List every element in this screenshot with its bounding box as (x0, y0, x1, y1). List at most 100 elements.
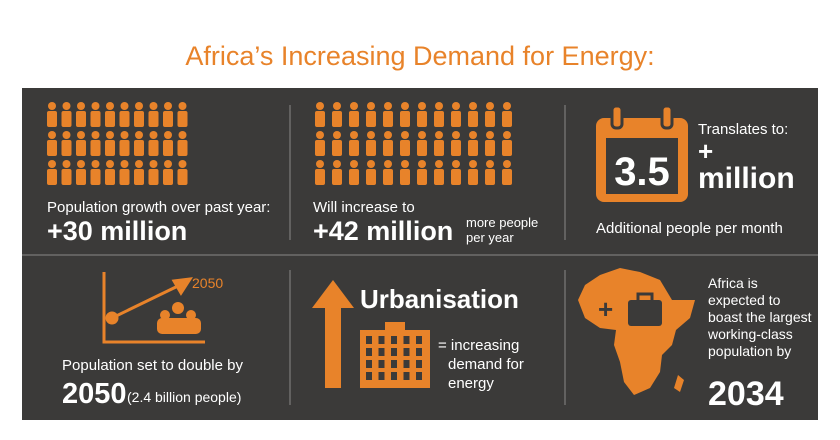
person-body (366, 169, 376, 185)
person-body (468, 169, 478, 185)
window (366, 360, 372, 368)
person-body (451, 111, 461, 127)
person-head (435, 131, 443, 139)
person-body (451, 140, 461, 156)
window (416, 360, 422, 368)
label: Population growth over past year: (47, 199, 270, 216)
person-head (91, 160, 100, 168)
value: +42 million (313, 216, 453, 246)
person-head (149, 160, 158, 168)
person-head (120, 160, 129, 168)
person-body (349, 111, 359, 127)
person-head (48, 160, 56, 168)
person-body (177, 140, 188, 156)
person-body (349, 140, 359, 156)
person-body (119, 140, 130, 156)
line: energy (448, 375, 494, 392)
person-body (332, 111, 342, 127)
person-head (316, 160, 324, 168)
person-body (332, 169, 342, 185)
person-body (315, 140, 325, 156)
person-head (316, 131, 324, 139)
line: = increasing (438, 337, 519, 354)
person-head (418, 160, 426, 168)
window (403, 360, 410, 368)
year: 2034 (708, 375, 784, 413)
window (416, 336, 422, 344)
person-head (469, 160, 477, 168)
person-head (149, 102, 158, 110)
person-body (502, 169, 512, 185)
person-head (384, 160, 392, 168)
window (366, 372, 372, 380)
note: (2.4 billion people) (127, 389, 241, 405)
person-head (384, 131, 392, 139)
window (403, 336, 410, 344)
person-head (135, 102, 143, 110)
person-head (135, 160, 143, 168)
person-body (148, 169, 159, 185)
person-body (47, 140, 57, 156)
icon-year: 2050 (192, 275, 223, 291)
value: +30 million (47, 216, 187, 246)
person-head (316, 102, 324, 110)
person-head (503, 131, 511, 139)
person-head (91, 102, 100, 110)
briefcase-icon: + (598, 292, 662, 326)
person-head (178, 131, 187, 139)
person-head (384, 102, 392, 110)
person-head (452, 131, 460, 139)
person-head (452, 160, 460, 168)
person-head (486, 102, 494, 110)
person-body (61, 169, 72, 185)
group-icon (157, 302, 201, 334)
window (416, 348, 422, 356)
person-head (178, 160, 187, 168)
person-head (178, 102, 187, 110)
person-head (401, 102, 409, 110)
title: Africa’s Increasing Demand for Energy: (185, 41, 654, 71)
person-body (451, 169, 461, 185)
window (378, 336, 385, 344)
growth-icon (102, 272, 205, 344)
person-body (417, 169, 427, 185)
person-body (163, 169, 173, 185)
person-head (367, 131, 375, 139)
person-body (383, 140, 393, 156)
person-body (400, 140, 410, 156)
line: demand for (448, 356, 524, 373)
person-body (61, 140, 72, 156)
window (391, 336, 397, 344)
arrow-icon (312, 280, 354, 388)
note: more people (466, 215, 538, 230)
person-head (48, 131, 56, 139)
window (391, 372, 397, 380)
label: Will increase to (313, 199, 415, 216)
note: per year (466, 230, 514, 245)
plus-icon: + (598, 294, 613, 324)
person-body (485, 111, 495, 127)
person-body (315, 111, 325, 127)
person-body (400, 111, 410, 127)
person-head (401, 131, 409, 139)
plus: + (698, 136, 713, 166)
person-head (333, 160, 341, 168)
person-body (134, 140, 144, 156)
person-head (333, 131, 341, 139)
person-head (401, 160, 409, 168)
person-body (366, 111, 376, 127)
person-body (177, 169, 188, 185)
urbanisation-title: Urbanisation (360, 284, 519, 314)
person-head (503, 102, 511, 110)
person-body (332, 140, 342, 156)
person-body (177, 111, 188, 127)
person-head (120, 131, 129, 139)
person-head (164, 131, 172, 139)
window (378, 360, 385, 368)
calendar-icon (596, 104, 688, 202)
person-head (469, 102, 477, 110)
person-body (105, 169, 115, 185)
person-body (90, 169, 101, 185)
label: Population set to double by (62, 357, 243, 374)
person-body (47, 111, 57, 127)
